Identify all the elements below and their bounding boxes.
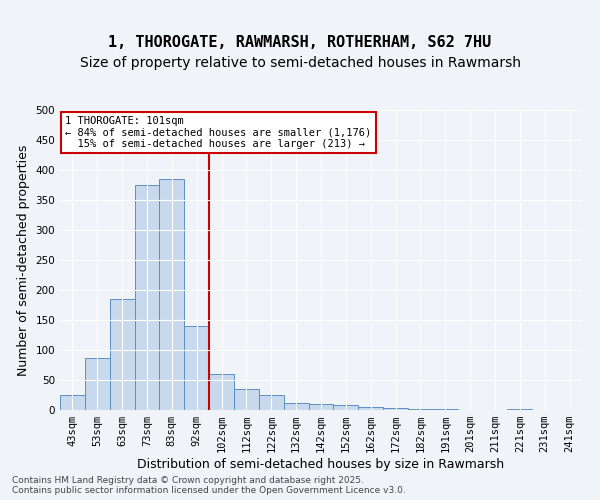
- Bar: [358, 407, 383, 410]
- Text: 1, THOROGATE, RAWMARSH, ROTHERHAM, S62 7HU: 1, THOROGATE, RAWMARSH, ROTHERHAM, S62 7…: [109, 35, 491, 50]
- Bar: [209, 374, 234, 410]
- Bar: [284, 403, 308, 410]
- X-axis label: Distribution of semi-detached houses by size in Rawmarsh: Distribution of semi-detached houses by …: [137, 458, 505, 471]
- Bar: [259, 395, 284, 410]
- Bar: [408, 409, 433, 410]
- Bar: [184, 326, 209, 410]
- Bar: [134, 185, 160, 410]
- Bar: [110, 299, 134, 410]
- Text: Contains HM Land Registry data © Crown copyright and database right 2025.
Contai: Contains HM Land Registry data © Crown c…: [12, 476, 406, 495]
- Text: Size of property relative to semi-detached houses in Rawmarsh: Size of property relative to semi-detach…: [79, 56, 521, 70]
- Bar: [234, 389, 259, 410]
- Y-axis label: Number of semi-detached properties: Number of semi-detached properties: [17, 144, 30, 376]
- Bar: [85, 358, 110, 410]
- Bar: [160, 179, 184, 410]
- Bar: [308, 404, 334, 410]
- Bar: [334, 405, 358, 410]
- Text: 1 THOROGATE: 101sqm
← 84% of semi-detached houses are smaller (1,176)
  15% of s: 1 THOROGATE: 101sqm ← 84% of semi-detach…: [65, 116, 371, 149]
- Bar: [383, 408, 408, 410]
- Bar: [60, 395, 85, 410]
